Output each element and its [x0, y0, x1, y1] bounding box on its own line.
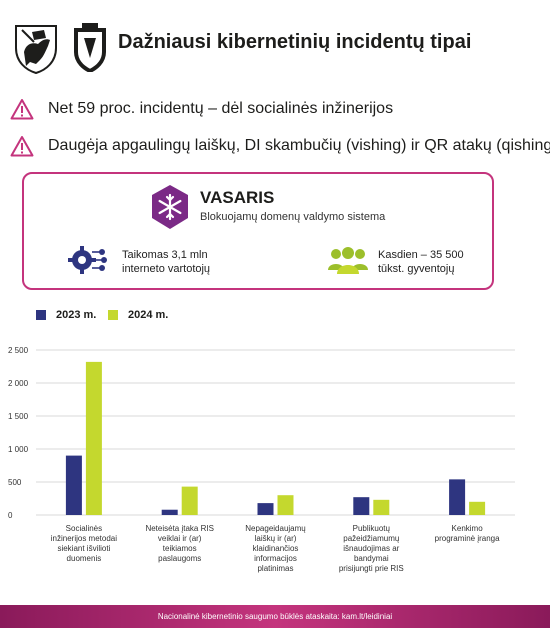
- x-tick-label: Kenkimo programinė įranga: [435, 524, 500, 543]
- stat-users-text: Taikomas 3,1 mln interneto vartotojų: [122, 248, 210, 276]
- warning-triangle-icon: [10, 99, 34, 120]
- bar-2023m-0: [65, 455, 82, 515]
- people-group-icon: [328, 247, 368, 274]
- legend-swatch-2023: [36, 310, 46, 320]
- warning-triangle-icon: [10, 136, 34, 157]
- snowflake-shield-icon: [152, 185, 188, 229]
- bar-2023m-4: [449, 479, 466, 515]
- legend-item-2024: 2024 m.: [108, 309, 168, 321]
- shield-logo-icon: [74, 23, 106, 72]
- y-tick-label: 0: [8, 511, 13, 520]
- legend-item-2023: 2023 m.: [36, 309, 96, 321]
- bar-chart: 0 500 1 000 1 500 2 000 2 500 Socialinės inžine…: [8, 346, 515, 573]
- y-tick-label: 1 000: [8, 445, 29, 454]
- legend-label-2024: 2024 m.: [128, 309, 169, 321]
- x-tick-label: Publikuotų pažeidžiamumų išnaudojimas ar ba…: [339, 524, 404, 573]
- bar-2024m-0: [85, 361, 102, 515]
- coat-of-arms-icon: [15, 25, 57, 74]
- stat-daily-text: Kasdien – 35 500 tūkst. gyventojų: [378, 248, 464, 276]
- y-tick-label: 500: [8, 478, 22, 487]
- footer-text: Nacionalinė kibernetinio saugumo būklės …: [157, 612, 393, 621]
- y-tick-label: 2 500: [8, 346, 29, 355]
- bar-2023m-2: [257, 503, 274, 515]
- x-tick-label: Nepageidaujamų laiškų ir (ar) klaidinančio…: [245, 524, 306, 573]
- bar-2024m-2: [277, 495, 294, 515]
- bar-2023m-1: [161, 509, 178, 515]
- stat-users-line2: interneto vartotojų: [122, 263, 211, 275]
- page-title: Dažniausi kibernetinių incidentų tipai: [118, 31, 472, 53]
- header: Dažniausi kibernetinių incidentų tipai: [0, 0, 550, 88]
- bullet-text: Net 59 proc. incidentų – dėl socialinės …: [48, 100, 394, 117]
- stat-daily-line1: Kasdien – 35 500: [378, 249, 464, 261]
- x-tick-label: Socialinės inžinerijos metodai siekiant iš…: [51, 524, 117, 563]
- legend-label-2023: 2023 m.: [56, 309, 97, 321]
- x-tick-label: Neteisėta įtaka RIS veiklai ir (ar) teikia…: [145, 524, 213, 563]
- bullet-social-engineering: Net 59 proc. incidentų – dėl socialinės …: [10, 97, 393, 121]
- bar-2024m-1: [181, 486, 198, 515]
- legend-swatch-2024: [108, 310, 118, 320]
- card-title: VASARIS: [200, 188, 275, 207]
- bar-2024m-3: [373, 499, 390, 515]
- bar-2024m-4: [469, 501, 486, 515]
- bar-2023m-3: [353, 497, 370, 515]
- card-subtitle: Blokuojamų domenų valdymo sistema: [200, 211, 386, 223]
- stat-users-line1: Taikomas 3,1 mln: [122, 249, 208, 261]
- y-tick-label: 1 500: [8, 412, 29, 421]
- y-tick-label: 2 000: [8, 379, 29, 388]
- bullet-phishing-trends: Daugėja apgaulingų laiškų, DI skambučių …: [10, 134, 550, 158]
- footer: Nacionalinė kibernetinio saugumo būklės …: [0, 605, 550, 628]
- network-gear-icon: [68, 246, 107, 274]
- stat-daily-line2: tūkst. gyventojų: [378, 263, 455, 275]
- bullet-text: Daugėja apgaulingų laiškų, DI skambučių …: [48, 137, 550, 154]
- vasaris-card: VASARIS Blokuojamų domenų valdymo sistem…: [22, 172, 494, 290]
